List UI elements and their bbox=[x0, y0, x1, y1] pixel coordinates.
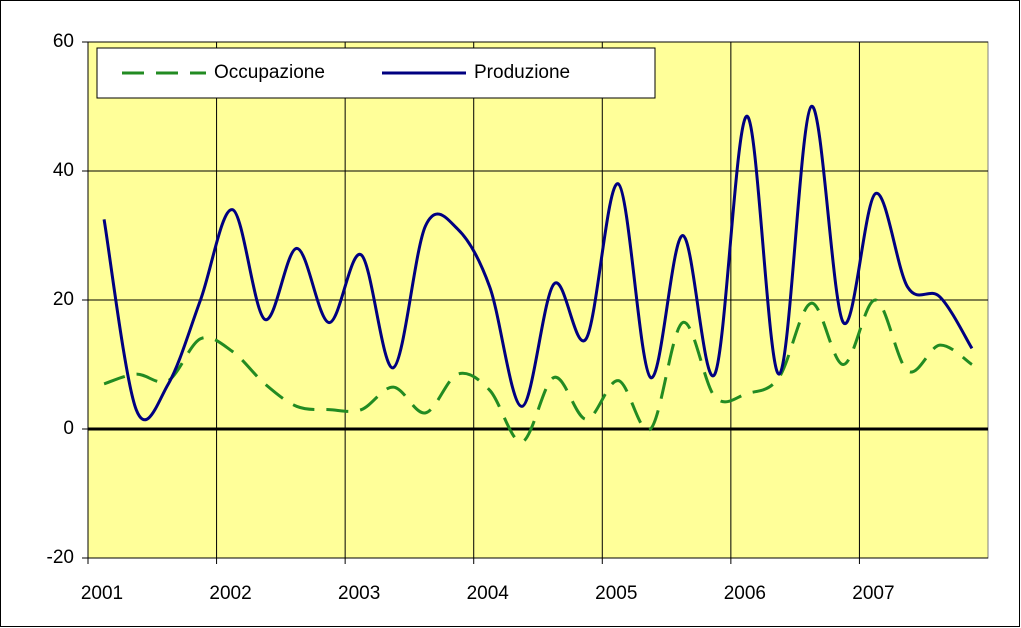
x-tick-label: 2003 bbox=[338, 583, 380, 604]
line-series bbox=[102, 104, 974, 422]
y-tick-label: 20 bbox=[53, 289, 74, 310]
y-tick-label: -20 bbox=[47, 547, 74, 568]
y-tick-label: 0 bbox=[63, 418, 74, 439]
legend-label: Occupazione bbox=[214, 62, 325, 83]
legend-box bbox=[96, 47, 656, 99]
y-tick-label: 40 bbox=[53, 160, 74, 181]
line-series bbox=[103, 298, 973, 444]
x-tick-label: 2004 bbox=[467, 583, 510, 604]
x-tick-label: 2006 bbox=[724, 583, 766, 604]
x-tick-label: 2007 bbox=[852, 583, 894, 604]
x-tick-label: 2002 bbox=[209, 583, 251, 604]
x-tick-label: 2001 bbox=[81, 583, 123, 604]
x-tick-label: 2005 bbox=[595, 583, 637, 604]
y-tick-label: 60 bbox=[53, 31, 74, 52]
legend-label: Produzione bbox=[474, 62, 570, 83]
